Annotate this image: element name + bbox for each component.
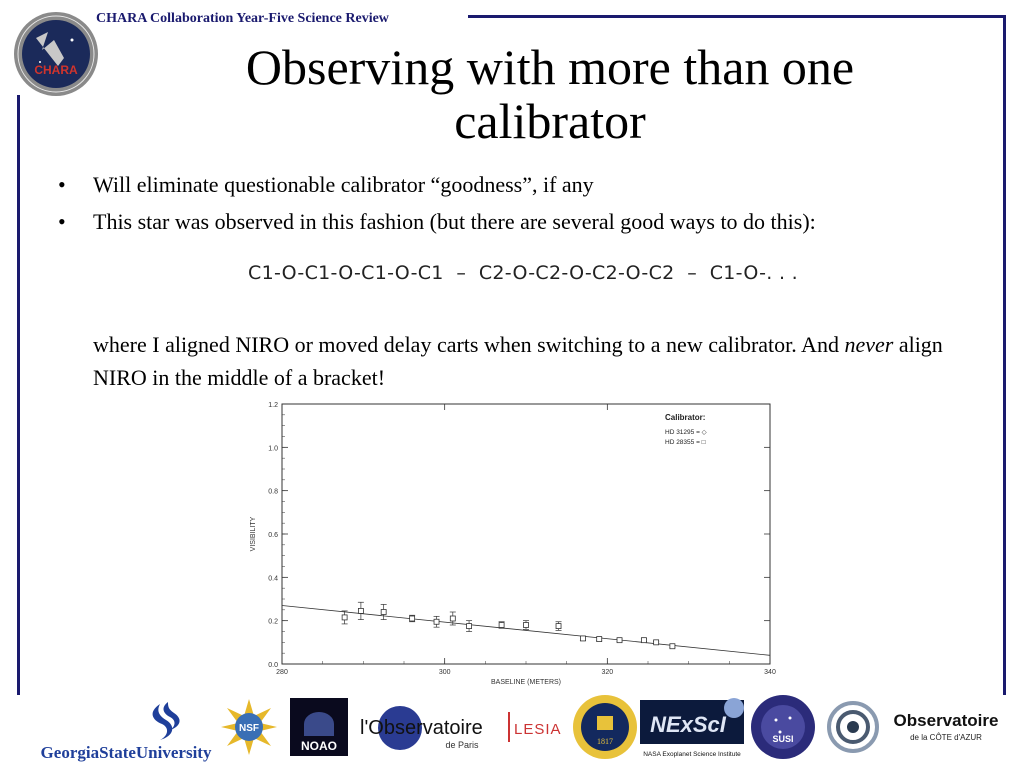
lesia-logo: LESIA: [508, 712, 562, 742]
frame-left-line: [17, 95, 20, 695]
data-point: [669, 643, 676, 650]
chara-logo-text: CHARA: [34, 63, 78, 77]
bullet-text: Will eliminate questionable calibrator “…: [93, 172, 594, 197]
x-tick-label: 340: [764, 669, 776, 676]
data-point: [653, 639, 660, 646]
y-tick-label: 1.2: [268, 402, 278, 409]
bullet-text: This star was observed in this fashion (…: [93, 209, 816, 234]
noao-text: NOAO: [301, 739, 337, 753]
susi-logo: SUSI: [751, 695, 815, 759]
bullet-list: • Will eliminate questionable calibrator…: [55, 170, 985, 244]
slide-title: Observing with more than one calibrator: [245, 39, 855, 149]
data-point: [641, 637, 647, 644]
paragraph-emphasis: never: [844, 332, 894, 357]
paragraph-text: where I aligned NIRO or moved delay cart…: [93, 332, 845, 357]
bullet-dot: •: [58, 172, 66, 197]
bullet-item: • This star was observed in this fashion…: [55, 207, 985, 237]
x-tick-label: 280: [276, 669, 288, 676]
y-tick-label: 1.0: [268, 445, 278, 452]
data-point: [409, 615, 416, 622]
georgia-state-logo: GeorgiaStateUniversity: [41, 702, 212, 762]
nsf-text: NSF: [239, 723, 259, 734]
bullet-item: • Will eliminate questionable calibrator…: [55, 170, 985, 200]
legend-entry: HD 28355 = □: [665, 439, 706, 446]
y-axis-label: VISIBILITY: [250, 516, 257, 551]
data-point: [433, 618, 440, 625]
data-point: [341, 614, 348, 621]
y-tick-label: 0.6: [268, 532, 278, 539]
data-point: [596, 636, 603, 642]
y-tick-label: 0.8: [268, 489, 278, 496]
cote-azur-sub: de la CÔTE d'AZUR: [910, 733, 982, 742]
data-point: [555, 623, 562, 629]
nexsci-sub: NASA Exoplanet Science Institute: [643, 751, 741, 758]
noao-logo: NOAO: [290, 698, 348, 756]
nexsci-logo: NExScI NASA Exoplanet Science Institute: [640, 698, 744, 758]
data-point: [498, 622, 505, 628]
visibility-chart: 0.0 0.2 0.4 0.6 0.8 1.0 1.2 280 300 320 340 BASELIN…: [250, 402, 776, 686]
legend-entry: HD 31295 = ◇: [665, 429, 708, 436]
bullet-dot: •: [58, 209, 66, 234]
cote-azur-logo: Observatoire de la CÔTE d'AZUR: [894, 711, 999, 742]
frame-top-line: [468, 15, 1006, 18]
explanation-paragraph: where I aligned NIRO or moved delay cart…: [93, 328, 973, 394]
lesia-text: LESIA: [514, 721, 562, 738]
data-point: [449, 615, 456, 622]
data-point: [523, 622, 529, 628]
cote-azur-text: Observatoire: [894, 711, 999, 730]
data-point: [466, 623, 472, 629]
data-point: [380, 609, 387, 615]
chara-logo: CHARA: [14, 12, 98, 96]
data-point: [357, 608, 364, 614]
swirl-logo: [827, 701, 879, 753]
observing-sequence: C1-O-C1-O-C1-O-C1 – C2-O-C2-O-C2-O-C2 – …: [248, 262, 798, 284]
fit-line: [281, 605, 771, 656]
michigan-seal-logo: 1817: [573, 695, 637, 759]
header-text: CHARA Collaboration Year-Five Science Re…: [96, 11, 389, 26]
data-point: [580, 635, 586, 642]
x-tick-label: 300: [439, 669, 451, 676]
nexsci-text: NExScI: [650, 712, 727, 737]
y-tick-label: 0.4: [268, 575, 278, 582]
x-axis-label: BASELINE (METERS): [491, 679, 561, 686]
observatoire-paris-logo: l'Observatoire de Paris: [360, 706, 483, 750]
michigan-text: 1817: [597, 737, 613, 746]
paragraph-text-end: align NIRO in the middle of a bracket!: [93, 332, 943, 390]
susi-text: SUSI: [772, 734, 793, 744]
observatoire-paris-text: l'Observatoire: [360, 717, 483, 739]
x-tick-label: 320: [601, 669, 613, 676]
frame-right-line: [1003, 15, 1006, 695]
y-tick-label: 0.2: [268, 619, 278, 626]
legend-title: Calibrator:: [665, 413, 705, 422]
data-point: [616, 637, 623, 644]
sponsor-logo-strip: GeorgiaStateUniversity NSF NOAO l'Observ…: [0, 690, 1024, 768]
y-tick-label: 0.0: [268, 662, 278, 669]
observatoire-paris-sub: de Paris: [445, 740, 479, 750]
nsf-logo: NSF: [221, 699, 277, 755]
georgia-state-text: GeorgiaStateUniversity: [41, 743, 212, 762]
